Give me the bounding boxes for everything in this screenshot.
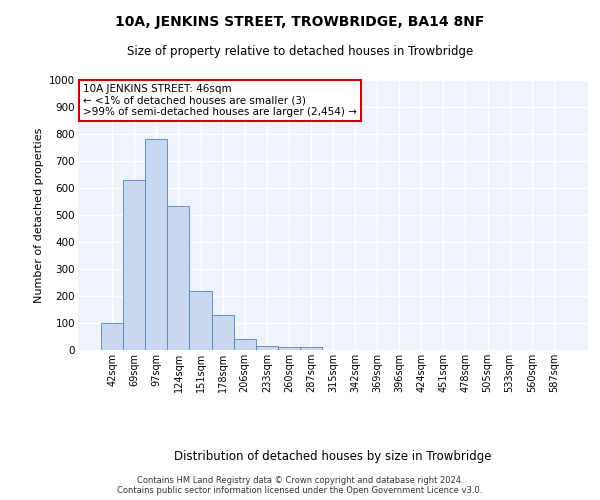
Bar bbox=[167, 206, 190, 350]
Bar bbox=[212, 315, 233, 350]
Bar bbox=[300, 348, 322, 350]
Bar bbox=[123, 180, 145, 350]
Bar bbox=[145, 140, 167, 350]
Text: Size of property relative to detached houses in Trowbridge: Size of property relative to detached ho… bbox=[127, 45, 473, 58]
X-axis label: Distribution of detached houses by size in Trowbridge: Distribution of detached houses by size … bbox=[174, 450, 492, 464]
Text: 10A, JENKINS STREET, TROWBRIDGE, BA14 8NF: 10A, JENKINS STREET, TROWBRIDGE, BA14 8N… bbox=[115, 15, 485, 29]
Text: Contains HM Land Registry data © Crown copyright and database right 2024.
Contai: Contains HM Land Registry data © Crown c… bbox=[118, 476, 482, 495]
Text: 10A JENKINS STREET: 46sqm
← <1% of detached houses are smaller (3)
>99% of semi-: 10A JENKINS STREET: 46sqm ← <1% of detac… bbox=[83, 84, 357, 117]
Y-axis label: Number of detached properties: Number of detached properties bbox=[34, 128, 44, 302]
Bar bbox=[278, 348, 300, 350]
Bar bbox=[233, 338, 256, 350]
Bar bbox=[256, 346, 278, 350]
Bar bbox=[101, 323, 123, 350]
Bar bbox=[190, 290, 212, 350]
